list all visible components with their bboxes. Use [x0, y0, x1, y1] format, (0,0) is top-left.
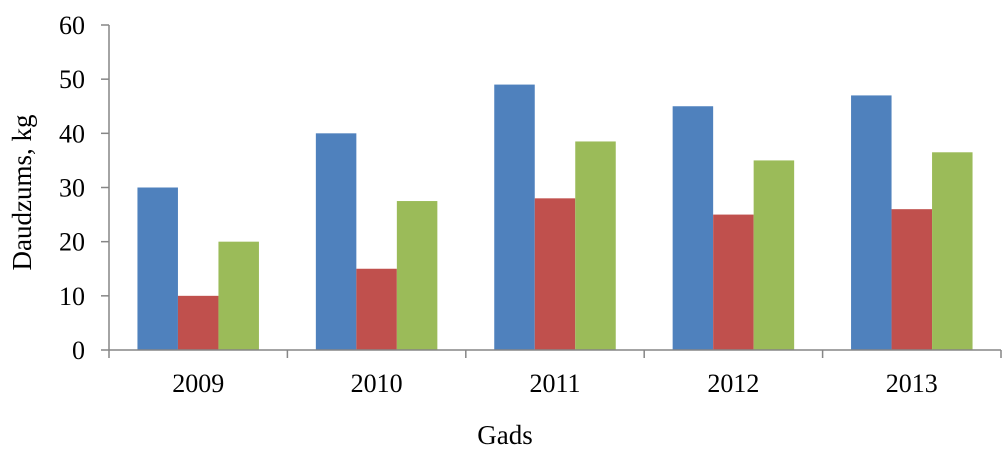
x-tick-label-2010: 2010: [351, 369, 403, 398]
bar-series-3-2009: [218, 241, 259, 350]
bar-series-2-2009: [177, 295, 219, 350]
bar-series-2-2012: [713, 214, 754, 350]
bar-series-1-2012: [672, 106, 714, 350]
y-tick-label-0: 0: [72, 336, 85, 365]
x-tick-label-2011: 2011: [529, 369, 580, 398]
bar-series-1-2011: [494, 84, 535, 350]
x-axis-title: Gads: [477, 420, 533, 450]
x-tick-label-2012: 2012: [707, 369, 759, 398]
y-axis-title: Daudzums, kg: [7, 115, 37, 271]
y-tick-label-30: 30: [59, 174, 85, 203]
bar-series-1-2010: [315, 133, 357, 350]
ticks-layer: 0 10 20 30 40 50 60 2009 2010 2011 2012 2013: [59, 11, 1002, 398]
y-tick-label-20: 20: [59, 228, 85, 257]
y-tick-label-10: 10: [59, 282, 85, 311]
y-tick-label-60: 60: [59, 11, 85, 40]
bar-series-3-2013: [932, 152, 973, 350]
x-tick-label-2009: 2009: [172, 369, 224, 398]
bars-layer: [137, 84, 973, 350]
bar-series-3-2010: [396, 201, 438, 350]
y-tick-label-40: 40: [59, 119, 85, 148]
y-tick-label-50: 50: [59, 65, 85, 94]
bar-series-3-2012: [753, 160, 795, 350]
bar-series-1-2013: [851, 95, 892, 350]
bar-series-1-2009: [137, 187, 178, 350]
bar-series-2-2011: [534, 198, 576, 350]
bar-series-2-2010: [356, 268, 397, 350]
bar-series-2-2013: [891, 209, 933, 350]
bar-series-3-2011: [575, 141, 616, 350]
x-tick-label-2013: 2013: [886, 369, 938, 398]
